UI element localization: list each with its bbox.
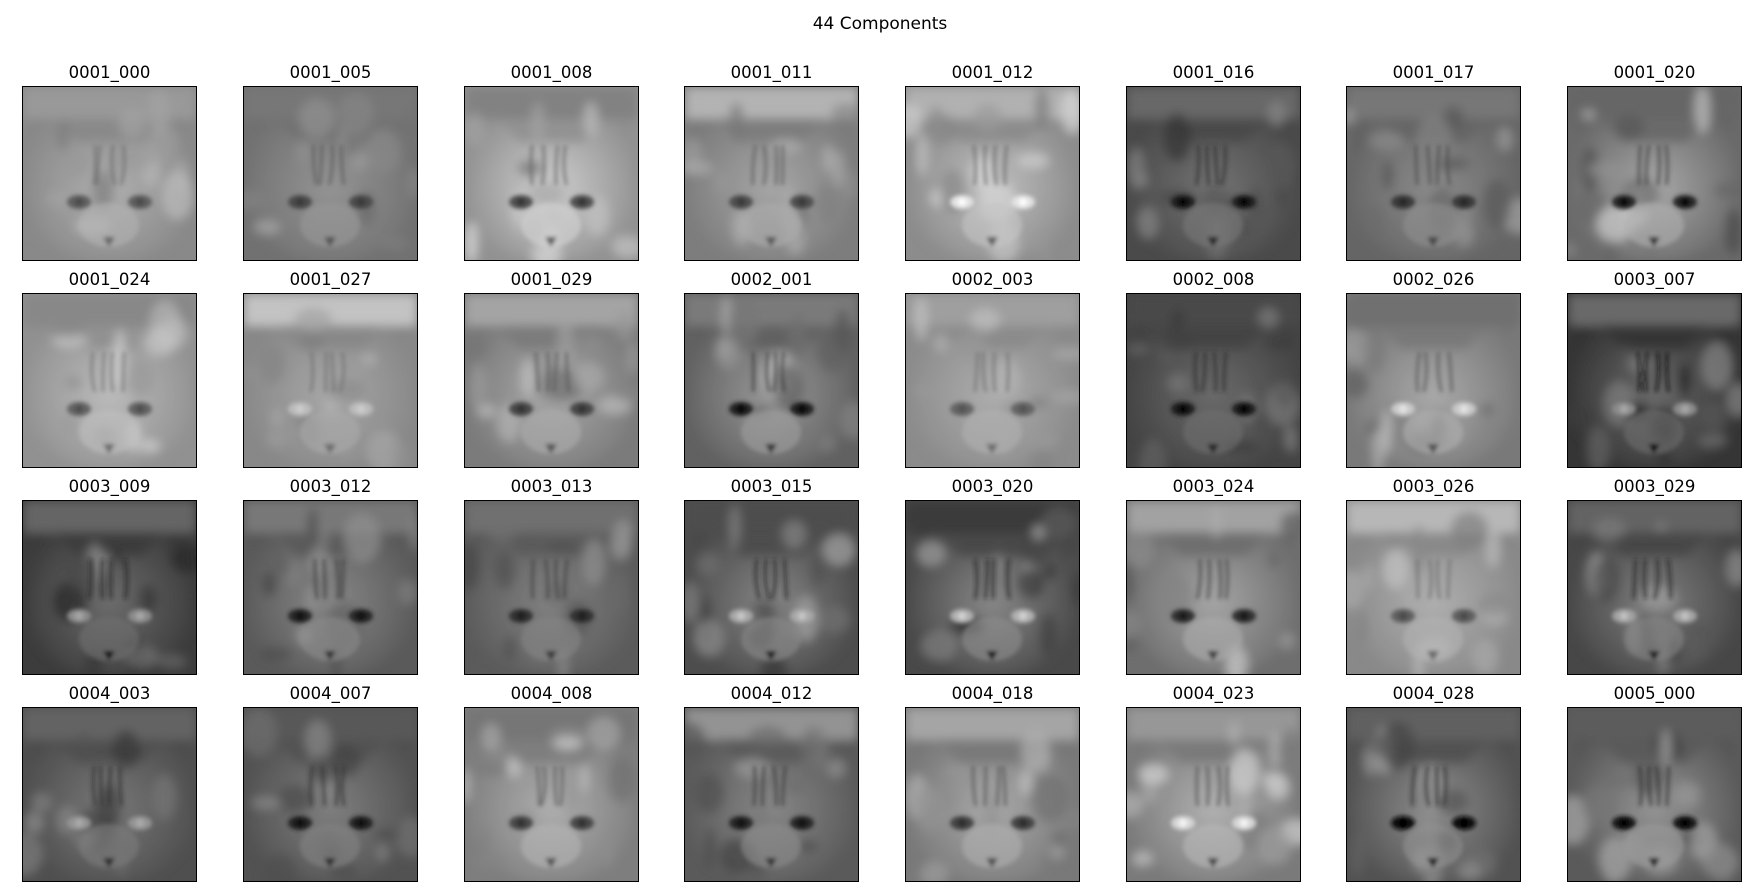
component-image [905, 293, 1080, 468]
eigenface-image [685, 708, 858, 881]
eigenface-image [23, 501, 196, 674]
eigenface-image [685, 294, 858, 467]
component-title: 0001_027 [289, 270, 372, 289]
eigenface-image [23, 708, 196, 881]
component-title: 0003_009 [68, 477, 151, 496]
component-image [22, 707, 197, 882]
component-title: 0004_018 [951, 684, 1034, 703]
component-title: 0002_003 [951, 270, 1034, 289]
eigenface-image [1127, 708, 1300, 881]
component-title: 0003_029 [1613, 477, 1696, 496]
component-title: 0002_026 [1392, 270, 1475, 289]
component-image [1346, 86, 1521, 261]
figure-title: 44 Components [812, 14, 948, 34]
component-title: 0003_015 [730, 477, 813, 496]
component-title: 0004_028 [1392, 684, 1475, 703]
component-image [905, 86, 1080, 261]
component-image [464, 86, 639, 261]
component-image [1346, 500, 1521, 675]
component-image [464, 293, 639, 468]
component-image [243, 707, 418, 882]
eigenface-image [244, 501, 417, 674]
component-title: 0001_012 [951, 63, 1034, 82]
component-title: 0005_000 [1613, 684, 1696, 703]
eigenface-image [23, 294, 196, 467]
component-title: 0004_007 [289, 684, 372, 703]
component-title: 0001_024 [68, 270, 151, 289]
component-title: 0001_029 [510, 270, 593, 289]
eigenface-image [465, 501, 638, 674]
component-title: 0004_012 [730, 684, 813, 703]
eigenface-image [1347, 501, 1520, 674]
eigenface-image [906, 708, 1079, 881]
component-image [905, 707, 1080, 882]
eigenface-image [244, 87, 417, 260]
component-title: 0001_000 [68, 63, 151, 82]
eigenface-image [1127, 501, 1300, 674]
component-title: 0002_001 [730, 270, 813, 289]
component-title: 0003_020 [951, 477, 1034, 496]
eigenface-image [1127, 87, 1300, 260]
component-image [684, 707, 859, 882]
component-image [1126, 86, 1301, 261]
eigenface-image [685, 501, 858, 674]
component-title: 0003_026 [1392, 477, 1475, 496]
component-image [1567, 293, 1742, 468]
eigenface-image [1347, 294, 1520, 467]
component-title: 0001_016 [1172, 63, 1255, 82]
component-title: 0001_020 [1613, 63, 1696, 82]
component-image [905, 500, 1080, 675]
eigenface-image [906, 294, 1079, 467]
eigenface-image [1347, 87, 1520, 260]
component-title: 0001_011 [730, 63, 813, 82]
component-image [1567, 86, 1742, 261]
component-image [464, 500, 639, 675]
component-image [1567, 707, 1742, 882]
eigenface-image [1568, 87, 1741, 260]
component-image [22, 500, 197, 675]
component-title: 0004_008 [510, 684, 593, 703]
eigenface-image [465, 294, 638, 467]
component-image [1346, 293, 1521, 468]
component-title: 0003_012 [289, 477, 372, 496]
component-title: 0003_024 [1172, 477, 1255, 496]
eigenface-image [685, 87, 858, 260]
eigenface-image [465, 87, 638, 260]
eigenface-image [1568, 501, 1741, 674]
component-image [684, 500, 859, 675]
eigenface-image [1568, 708, 1741, 881]
component-image [22, 86, 197, 261]
component-image [1567, 500, 1742, 675]
component-image [243, 500, 418, 675]
eigenface-image [1127, 294, 1300, 467]
component-title: 0003_007 [1613, 270, 1696, 289]
component-image [684, 293, 859, 468]
component-title: 0004_023 [1172, 684, 1255, 703]
component-image [1126, 707, 1301, 882]
component-image [1126, 500, 1301, 675]
eigenface-image [1347, 708, 1520, 881]
component-title: 0001_017 [1392, 63, 1475, 82]
component-image [1346, 707, 1521, 882]
component-image [464, 707, 639, 882]
eigenface-image [1568, 294, 1741, 467]
component-title: 0002_008 [1172, 270, 1255, 289]
component-image [243, 86, 418, 261]
component-title: 0004_003 [68, 684, 151, 703]
eigenface-image [906, 501, 1079, 674]
eigenface-image [906, 87, 1079, 260]
component-image [243, 293, 418, 468]
eigenface-image [465, 708, 638, 881]
component-image [684, 86, 859, 261]
component-title: 0001_008 [510, 63, 593, 82]
component-image [1126, 293, 1301, 468]
eigenface-image [244, 294, 417, 467]
eigenface-image [23, 87, 196, 260]
component-title: 0001_005 [289, 63, 372, 82]
eigenface-image [244, 708, 417, 881]
component-image [22, 293, 197, 468]
component-title: 0003_013 [510, 477, 593, 496]
